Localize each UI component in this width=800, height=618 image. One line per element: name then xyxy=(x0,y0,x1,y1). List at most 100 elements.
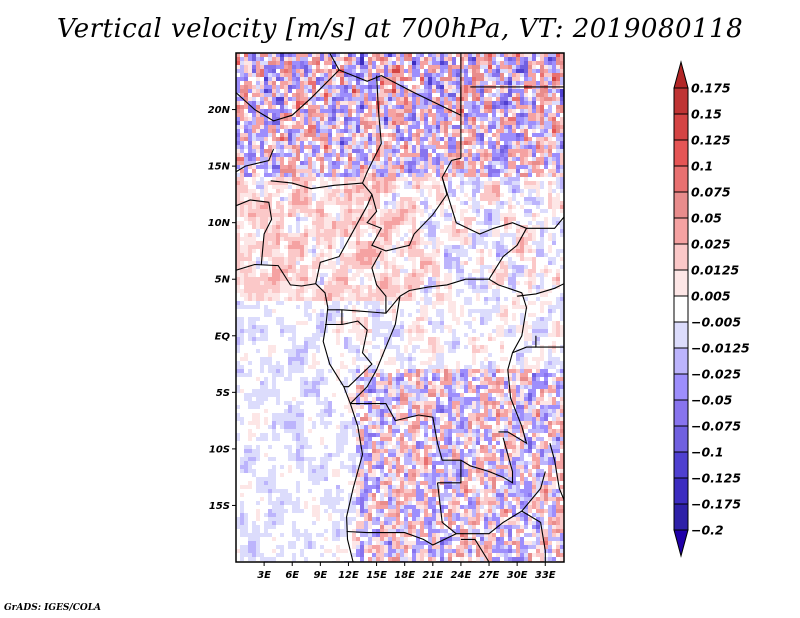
field-cell xyxy=(264,121,268,125)
field-cell xyxy=(264,197,268,201)
field-cell xyxy=(424,269,428,273)
field-cell xyxy=(256,221,260,225)
field-cell xyxy=(292,273,296,277)
field-cell xyxy=(264,245,268,249)
field-cell xyxy=(280,125,284,129)
field-cell xyxy=(488,229,492,233)
field-cell xyxy=(300,81,304,85)
field-cell xyxy=(548,109,552,113)
field-cell xyxy=(308,285,312,289)
field-cell xyxy=(436,285,440,289)
field-cell xyxy=(520,141,524,145)
field-cell xyxy=(420,285,424,289)
field-cell xyxy=(516,253,520,257)
field-cell xyxy=(468,281,472,285)
field-cell xyxy=(424,105,428,109)
field-cell xyxy=(300,257,304,261)
field-cell xyxy=(460,73,464,77)
field-cell xyxy=(452,121,456,125)
field-cell xyxy=(416,209,420,213)
field-cell xyxy=(448,157,452,161)
field-cell xyxy=(548,101,552,105)
field-cell xyxy=(424,181,428,185)
field-cell xyxy=(308,129,312,133)
field-cell xyxy=(396,209,400,213)
field-cell xyxy=(500,53,504,57)
field-cell xyxy=(528,221,532,225)
field-cell xyxy=(492,57,496,61)
field-cell xyxy=(508,161,512,165)
field-cell xyxy=(472,201,476,205)
field-cell xyxy=(492,237,496,241)
field-cell xyxy=(296,89,300,93)
field-cell xyxy=(512,277,516,281)
field-cell xyxy=(444,281,448,285)
field-cell xyxy=(316,277,320,281)
field-cell xyxy=(324,113,328,117)
field-cell xyxy=(492,229,496,233)
field-cell xyxy=(308,189,312,193)
field-cell xyxy=(460,277,464,281)
field-cell xyxy=(440,141,444,145)
field-cell xyxy=(316,157,320,161)
field-cell xyxy=(460,209,464,213)
field-cell xyxy=(316,69,320,73)
field-cell xyxy=(348,213,352,217)
field-cell xyxy=(260,289,264,293)
field-cell xyxy=(416,85,420,89)
field-cell xyxy=(360,189,364,193)
field-cell xyxy=(440,165,444,169)
field-cell xyxy=(512,109,516,113)
field-cell xyxy=(428,181,432,185)
field-cell xyxy=(448,149,452,153)
field-cell xyxy=(392,293,396,297)
field-cell xyxy=(252,241,256,245)
field-cell xyxy=(412,153,416,157)
field-cell xyxy=(400,57,404,61)
field-cell xyxy=(472,69,476,73)
field-cell xyxy=(488,169,492,173)
field-cell xyxy=(384,209,388,213)
field-cell xyxy=(320,277,324,281)
field-cell xyxy=(284,109,288,113)
field-cell xyxy=(536,125,540,129)
field-cell xyxy=(304,289,308,293)
field-cell xyxy=(464,141,468,145)
field-cell xyxy=(516,89,520,93)
field-cell xyxy=(528,193,532,197)
field-cell xyxy=(360,293,364,297)
field-cell xyxy=(524,217,528,221)
field-cell xyxy=(324,249,328,253)
field-cell xyxy=(280,173,284,177)
field-cell xyxy=(420,193,424,197)
field-cell xyxy=(356,97,360,101)
field-cell xyxy=(428,73,432,77)
field-cell xyxy=(268,265,272,269)
field-cell xyxy=(432,277,436,281)
field-cell xyxy=(520,105,524,109)
field-cell xyxy=(384,289,388,293)
field-cell xyxy=(296,265,300,269)
field-cell xyxy=(244,101,248,105)
field-cell xyxy=(444,293,448,297)
field-cell xyxy=(280,197,284,201)
field-cell xyxy=(404,89,408,93)
field-cell xyxy=(248,61,252,65)
field-cell xyxy=(296,117,300,121)
field-cell xyxy=(244,249,248,253)
field-cell xyxy=(468,213,472,217)
field-cell xyxy=(416,137,420,141)
field-cell xyxy=(420,245,424,249)
field-cell xyxy=(388,161,392,165)
field-cell xyxy=(432,137,436,141)
field-cell xyxy=(540,257,544,261)
field-cell xyxy=(560,93,564,97)
field-cell xyxy=(360,281,364,285)
field-cell xyxy=(504,93,508,97)
field-cell xyxy=(388,197,392,201)
field-cell xyxy=(428,185,432,189)
field-cell xyxy=(560,233,564,237)
field-cell xyxy=(472,145,476,149)
field-cell xyxy=(516,157,520,161)
field-cell xyxy=(284,281,288,285)
